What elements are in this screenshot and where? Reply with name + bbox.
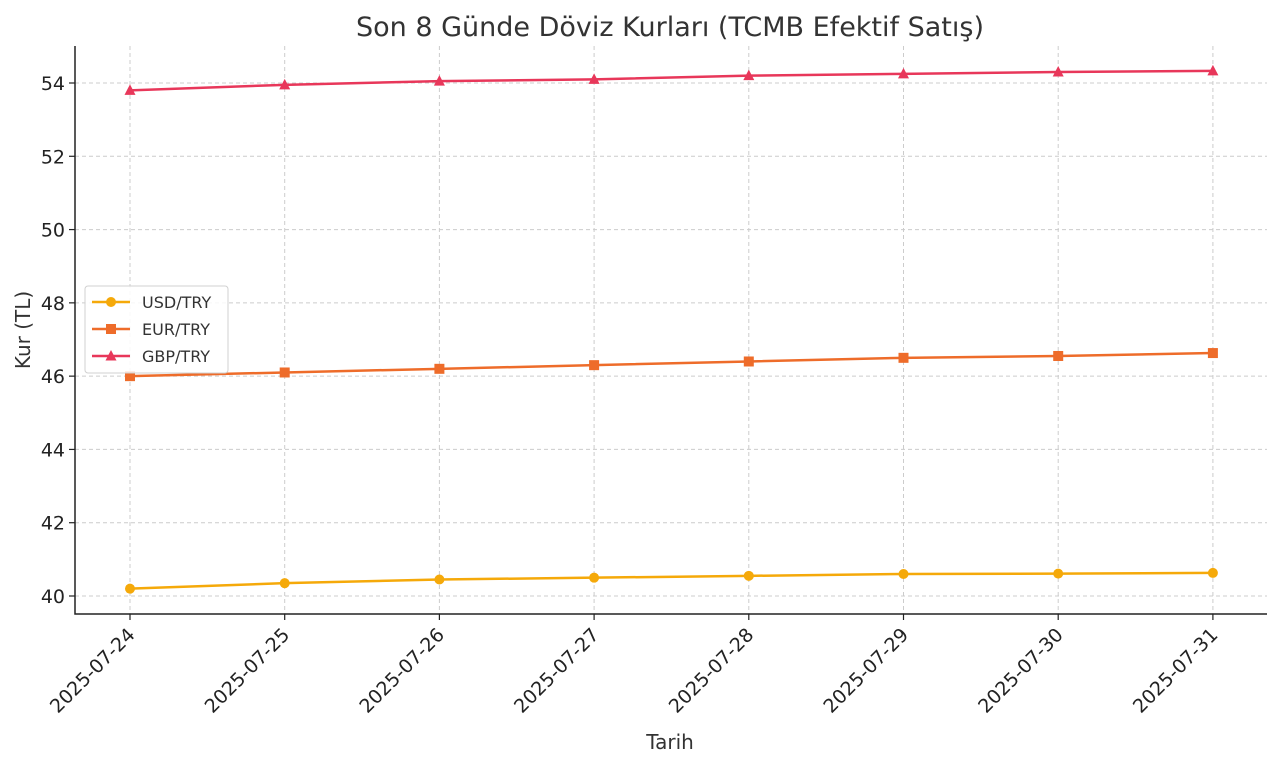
data-point-eur-try (1053, 350, 1064, 361)
y-axis-label: Kur (TL) (11, 291, 35, 369)
x-tick-label: 2025-07-28 (665, 624, 759, 718)
data-point-eur-try (743, 356, 754, 367)
data-point-gbp-try (898, 67, 909, 79)
series-line-usd-try (129, 571, 1213, 590)
data-point-eur-try (1207, 348, 1218, 359)
x-axis-label: Tarih (645, 730, 694, 754)
legend-item-usd-try: USD/TRY (92, 293, 211, 312)
series-gbp-try (124, 64, 1219, 95)
y-tick-label: 50 (41, 220, 65, 242)
data-point-eur-try (125, 371, 135, 382)
data-point-gbp-try (1052, 66, 1064, 77)
data-point-gbp-try (743, 69, 755, 81)
chart-title: Son 8 Günde Döviz Kurları (TCMB Efektif … (356, 12, 984, 43)
series-layer (124, 64, 1219, 594)
x-tick-label: 2025-07-24 (46, 624, 140, 718)
legend-item-eur-try: EUR/TRY (92, 320, 210, 339)
data-point-eur-try (589, 360, 600, 371)
y-tick-label: 46 (41, 366, 65, 388)
data-point-eur-try (279, 367, 290, 378)
y-tick-label: 44 (41, 439, 65, 461)
data-point-gbp-try (588, 73, 600, 84)
legend-label-usd-try: USD/TRY (142, 293, 211, 312)
y-tick-label: 54 (41, 73, 65, 95)
x-tick-label: 2025-07-27 (510, 624, 604, 718)
legend-item-gbp-try: GBP/TRY (92, 347, 210, 366)
data-point-usd-try (434, 574, 445, 585)
axes-frame (74, 46, 1267, 615)
data-point-usd-try (125, 583, 135, 594)
legend-items: USD/TRY EUR/TRY GBP/TRY (92, 293, 211, 366)
legend-label-gbp-try: GBP/TRY (142, 347, 210, 366)
legend-marker-eur-try (106, 324, 116, 334)
data-point-usd-try (1207, 567, 1218, 578)
data-point-usd-try (589, 572, 600, 583)
data-point-usd-try (1053, 568, 1064, 579)
legend-label-eur-try: EUR/TRY (142, 320, 210, 339)
data-point-gbp-try (433, 75, 445, 86)
data-point-usd-try (898, 569, 909, 580)
data-point-gbp-try (1207, 64, 1219, 76)
data-point-eur-try (434, 363, 445, 374)
x-tick-label: 2025-07-31 (1129, 624, 1223, 718)
x-tick-label: 2025-07-29 (819, 624, 913, 718)
data-point-eur-try (898, 352, 909, 363)
data-point-usd-try (279, 578, 290, 589)
y-axis-ticks: 40 42 44 46 48 50 52 54 (41, 73, 75, 608)
series-eur-try (125, 348, 1218, 382)
data-point-usd-try (743, 570, 754, 581)
legend-marker-usd-try (106, 297, 116, 307)
legend-marker-gbp-try (105, 350, 117, 361)
grid-layer (75, 46, 1267, 614)
y-tick-label: 48 (41, 293, 65, 315)
y-tick-label: 42 (41, 513, 65, 535)
series-line-gbp-try (129, 69, 1213, 92)
series-usd-try (125, 567, 1218, 594)
series-line-eur-try (129, 351, 1213, 378)
x-axis-ticks: 2025-07-24 2025-07-25 2025-07-26 2025-07-27… (46, 614, 1223, 718)
y-tick-label: 40 (41, 586, 65, 608)
x-tick-label: 2025-07-30 (974, 624, 1068, 718)
data-point-gbp-try (124, 84, 136, 95)
data-point-gbp-try (279, 78, 291, 90)
legend-box (84, 285, 229, 374)
legend: USD/TRY EUR/TRY GBP/TRY (84, 285, 229, 374)
y-tick-label: 52 (41, 146, 65, 168)
x-tick-label: 2025-07-25 (201, 624, 295, 718)
x-tick-label: 2025-07-26 (355, 624, 449, 718)
